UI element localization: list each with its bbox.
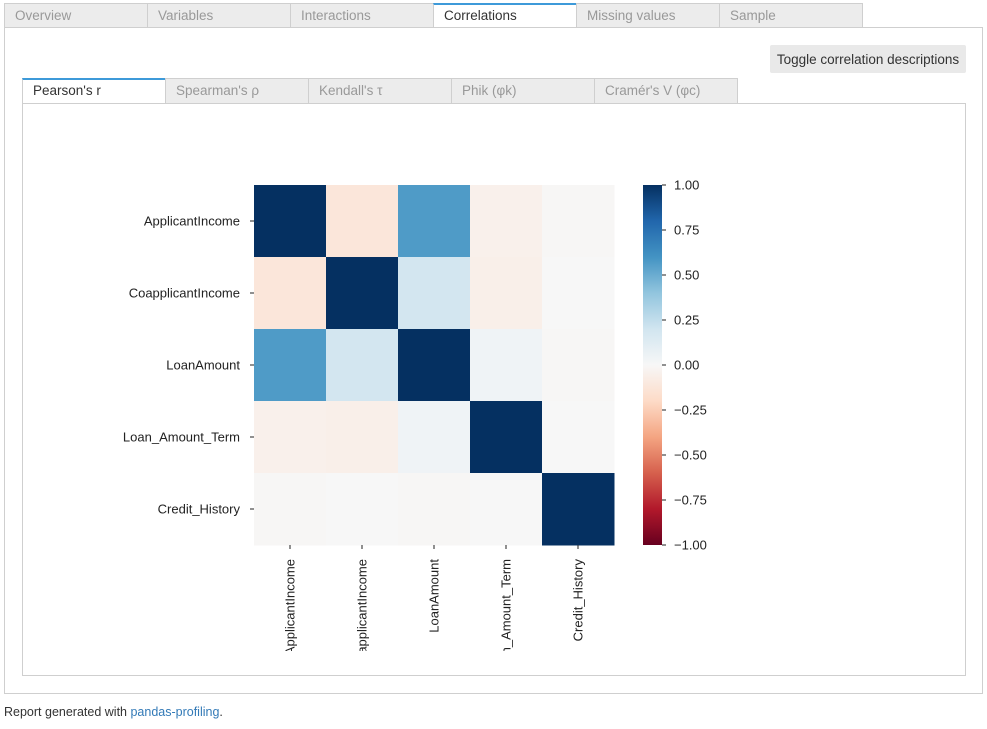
heatmap-cell: [326, 473, 399, 546]
colorbar-tick-label: 0.50: [674, 268, 699, 283]
heatmap-cell: [542, 185, 615, 258]
heatmap-cell: [542, 257, 615, 330]
colorbar-tick-label: −0.25: [674, 403, 707, 418]
y-tick-label: Credit_History: [158, 502, 241, 517]
footer-suffix: .: [219, 705, 223, 719]
heatmap-cell: [398, 473, 471, 546]
colorbar-tick-label: 0.25: [674, 313, 699, 328]
heatmap-cell: [542, 473, 615, 546]
tab-interactions[interactable]: Interactions: [290, 3, 434, 27]
x-tick-label: Credit_History: [571, 559, 586, 642]
tab-spearman[interactable]: Spearman's ρ: [165, 78, 309, 103]
correlation-heatmap: ApplicantIncome CoapplicantIncome LoanAmou…: [123, 178, 707, 675]
y-tick-label: CoapplicantIncome: [129, 286, 240, 301]
tab-sample[interactable]: Sample: [719, 3, 863, 27]
x-tick-labels: ApplicantIncome CoapplicantIncome LoanAmou…: [283, 559, 586, 675]
y-tick-label: Loan_Amount_Term: [123, 430, 240, 445]
heatmap-cell: [398, 185, 471, 258]
heatmap-cell: [326, 257, 399, 330]
tab-kendall[interactable]: Kendall's τ: [308, 78, 452, 103]
heatmap-cell: [254, 329, 327, 402]
tab-variables[interactable]: Variables: [147, 3, 291, 27]
x-tick-label: Loan_Amount_Term: [499, 559, 514, 675]
heatmap-cell: [326, 401, 399, 474]
heatmap-cell: [254, 185, 327, 258]
heatmap-cell: [254, 473, 327, 546]
heatmap-cell: [398, 257, 471, 330]
heatmap-cell: [470, 473, 543, 546]
colorbar-tick-label: −0.50: [674, 448, 707, 463]
heatmap-cell: [326, 329, 399, 402]
pandas-profiling-link[interactable]: pandas-profiling: [130, 705, 220, 719]
tab-pearson[interactable]: Pearson's r: [22, 78, 166, 104]
colorbar-tick-label: 0.00: [674, 358, 699, 373]
x-tick-label: ApplicantIncome: [283, 559, 298, 655]
report-footer: Report generated with pandas-profiling.: [4, 705, 223, 719]
heatmap-cell: [326, 185, 399, 258]
heatmap-cell: [470, 185, 543, 258]
colorbar-tick-label: −0.75: [674, 493, 707, 508]
heatmap-cell: [470, 329, 543, 402]
heatmap-cell: [254, 401, 327, 474]
tab-correlations[interactable]: Correlations: [433, 3, 577, 29]
colorbar-tick-label: −1.00: [674, 538, 707, 553]
y-tick-label: ApplicantIncome: [144, 214, 240, 229]
tab-missing-values[interactable]: Missing values: [576, 3, 720, 27]
correlations-panel: Toggle correlation descriptions Pearson'…: [4, 27, 983, 694]
heatmap-cell: [398, 329, 471, 402]
toggle-correlation-descriptions-button[interactable]: Toggle correlation descriptions: [770, 45, 966, 73]
footer-prefix: Report generated with: [4, 705, 131, 719]
heatmap-cell: [542, 401, 615, 474]
x-tick-label: LoanAmount: [427, 559, 442, 633]
y-tick-label: LoanAmount: [166, 358, 240, 373]
colorbar-tick-label: 1.00: [674, 178, 699, 193]
pearson-correlation-panel: ApplicantIncome CoapplicantIncome LoanAmou…: [22, 103, 966, 676]
tab-phik[interactable]: Phik (φk): [451, 78, 595, 103]
heatmap-cell: [398, 401, 471, 474]
x-tick-label: CoapplicantIncome: [355, 559, 370, 670]
heatmap-cell: [470, 401, 543, 474]
tab-overview[interactable]: Overview: [4, 3, 148, 27]
tab-cramers-v[interactable]: Cramér's V (φc): [594, 78, 738, 103]
colorbar-tick-label: 0.75: [674, 223, 699, 238]
heatmap-cell: [542, 329, 615, 402]
colorbar: [643, 185, 662, 545]
heatmap-cell: [254, 257, 327, 330]
heatmap-cell: [470, 257, 543, 330]
